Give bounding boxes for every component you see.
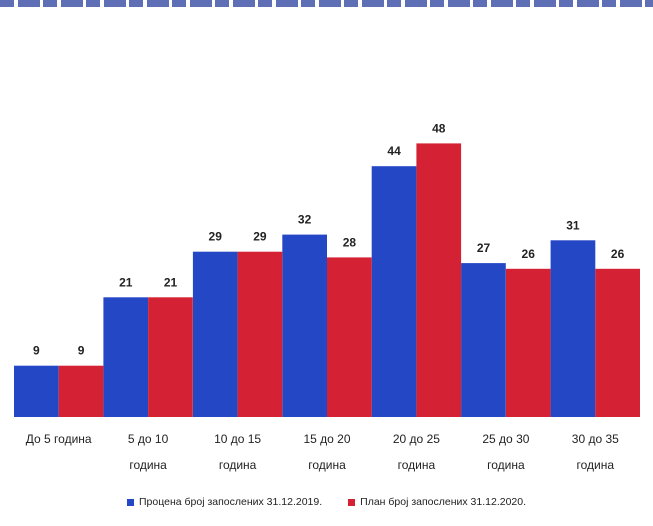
- x-tick-label-3-line-2: година: [219, 458, 257, 472]
- x-tick-label-5-line-1: 20 до 25: [393, 432, 440, 446]
- data-label-series-2-cat-2: 21: [164, 275, 178, 289]
- data-label-series-2-cat-1: 9: [78, 344, 85, 358]
- bar-series-1-cat-6: [461, 263, 506, 417]
- bar-series-2-cat-3: [237, 251, 283, 417]
- x-tick-label-2-line-2: година: [129, 458, 167, 472]
- data-label-series-1-cat-3: 29: [209, 230, 223, 244]
- x-tick-label-6-line-1: 25 до 30: [482, 432, 529, 446]
- x-tick-label-7-line-2: година: [577, 458, 615, 472]
- data-label-series-1-cat-1: 9: [33, 344, 40, 358]
- legend-swatch-series-1: [126, 498, 134, 506]
- x-tick-label-2-line-1: 5 до 10: [128, 432, 169, 446]
- bar-series-1-cat-2: [103, 297, 149, 417]
- top-decorative-strip: [0, 0, 653, 7]
- data-label-series-2-cat-4: 28: [343, 235, 357, 249]
- data-label-series-2-cat-6: 26: [522, 247, 536, 261]
- legend-label-series-1: Процена број запослених 31.12.2019.: [138, 496, 323, 508]
- legend: Процена број запослених 31.12.2019. План…: [0, 496, 653, 508]
- legend-swatch-series-2: [348, 498, 356, 506]
- legend-item-series-1: Процена број запослених 31.12.2019.: [126, 496, 323, 508]
- bar-series-1-cat-5: [371, 166, 417, 417]
- x-tick-label-1: До 5 година: [26, 432, 92, 446]
- bar-series-2-cat-5: [416, 143, 462, 417]
- x-tick-label-4-line-2: година: [308, 458, 346, 472]
- x-tick-label-5-line-2: година: [398, 458, 436, 472]
- bar-series-2-cat-2: [148, 297, 193, 417]
- x-tick-label-4-line-1: 15 до 20: [303, 432, 350, 446]
- bar-series-1-cat-7: [550, 240, 596, 417]
- data-label-series-1-cat-2: 21: [119, 275, 133, 289]
- bar-series-1-cat-4: [282, 234, 327, 417]
- bar-series-2-cat-4: [327, 257, 372, 417]
- legend-item-series-2: План број запослених 31.12.2020.: [348, 496, 526, 508]
- x-tick-label-7-line-1: 30 до 35: [572, 432, 619, 446]
- bar-chart: 9 21 29 32 44 27 31 9 21 29 28 48 26 26 До 5 година 5 д…: [14, 121, 640, 472]
- bar-series-2-cat-7: [595, 268, 640, 417]
- data-label-series-2-cat-5: 48: [432, 121, 446, 135]
- bar-series-1-cat-3: [192, 251, 238, 417]
- bar-series-2-cat-6: [505, 268, 551, 417]
- data-label-series-1-cat-4: 32: [298, 213, 312, 227]
- data-label-series-1-cat-6: 27: [477, 241, 491, 255]
- bar-series-2-cat-1: [58, 365, 104, 417]
- data-label-series-1-cat-7: 31: [566, 218, 580, 232]
- x-tick-label-3-line-1: 10 до 15: [214, 432, 261, 446]
- data-label-series-2-cat-3: 29: [253, 230, 267, 244]
- data-label-series-2-cat-7: 26: [611, 247, 625, 261]
- x-tick-label-6-line-2: година: [487, 458, 525, 472]
- legend-label-series-2: План број запослених 31.12.2020.: [360, 496, 527, 508]
- bar-series-1-cat-1: [14, 365, 59, 417]
- data-label-series-1-cat-5: 44: [387, 144, 401, 158]
